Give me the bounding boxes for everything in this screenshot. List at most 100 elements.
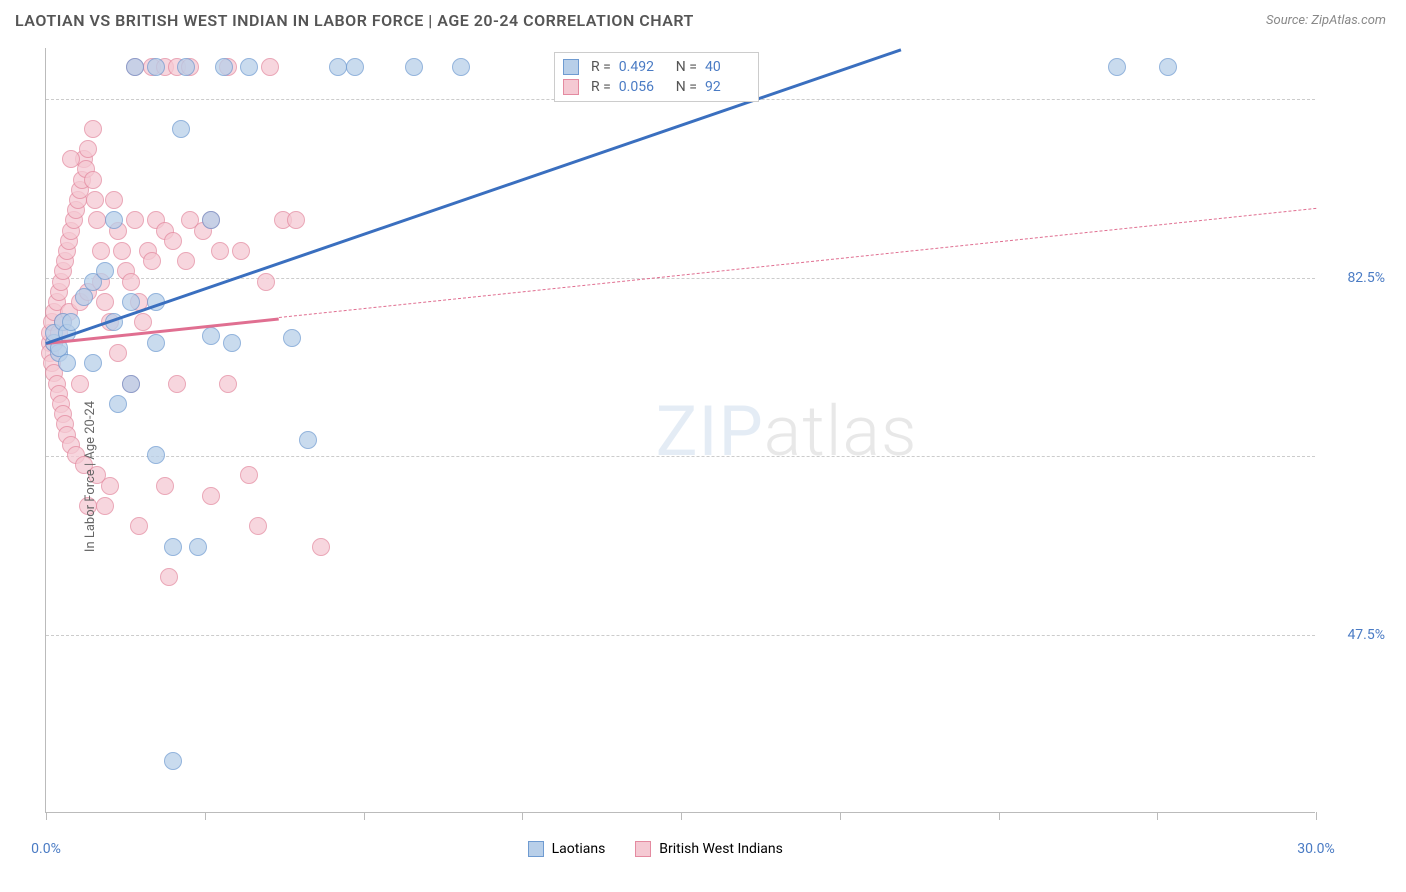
stat-n-value: 40: [705, 59, 750, 75]
chart-plot-area: 47.5%82.5%0.0%30.0%ZIPatlasR =0.492N =40…: [45, 48, 1315, 813]
scatter-point: [101, 477, 119, 495]
scatter-point: [219, 375, 237, 393]
scatter-point: [84, 171, 102, 189]
scatter-point: [257, 273, 275, 291]
x-tick: [1316, 812, 1317, 820]
x-tick: [1157, 812, 1158, 820]
stats-row: R = 0.492 N = 40: [563, 57, 750, 77]
x-tick-label: 30.0%: [1297, 841, 1335, 857]
scatter-point: [84, 354, 102, 372]
x-tick: [681, 812, 682, 820]
scatter-point: [58, 354, 76, 372]
scatter-point: [71, 375, 89, 393]
y-tick-label: 82.5%: [1325, 270, 1385, 286]
stat-n-value: 92: [705, 79, 750, 95]
stat-n-label: N =: [676, 79, 697, 95]
scatter-point: [164, 752, 182, 770]
scatter-point: [164, 232, 182, 250]
scatter-point: [122, 273, 140, 291]
scatter-point: [84, 120, 102, 138]
x-tick: [46, 812, 47, 820]
y-tick-label: 47.5%: [1325, 627, 1385, 643]
scatter-point: [164, 538, 182, 556]
legend-swatch-b: [635, 841, 651, 857]
scatter-point: [299, 431, 317, 449]
stats-swatch: [563, 59, 579, 75]
scatter-point: [249, 517, 267, 535]
scatter-point: [1108, 58, 1126, 76]
x-tick: [999, 812, 1000, 820]
scatter-point: [156, 477, 174, 495]
scatter-point: [202, 211, 220, 229]
legend-bottom: Laotians British West Indians: [528, 841, 783, 857]
scatter-point: [96, 262, 114, 280]
scatter-point: [122, 293, 140, 311]
stat-r-label: R =: [591, 59, 611, 75]
scatter-point: [147, 446, 165, 464]
scatter-point: [62, 150, 80, 168]
header-bar: LAOTIAN VS BRITISH WEST INDIAN IN LABOR …: [0, 0, 1406, 40]
scatter-point: [130, 517, 148, 535]
stats-box: R = 0.492 N = 40 R = 0.056 N = 92: [554, 52, 759, 102]
x-tick: [364, 812, 365, 820]
chart-title: LAOTIAN VS BRITISH WEST INDIAN IN LABOR …: [15, 11, 694, 30]
scatter-point: [168, 375, 186, 393]
scatter-point: [215, 58, 233, 76]
scatter-point: [1159, 58, 1177, 76]
scatter-point: [240, 58, 258, 76]
scatter-point: [75, 288, 93, 306]
trend-line: [46, 48, 902, 345]
source-label: Source: ZipAtlas.com: [1266, 13, 1386, 28]
scatter-point: [160, 568, 178, 586]
scatter-point: [96, 293, 114, 311]
stat-r-value: 0.492: [619, 59, 664, 75]
watermark: ZIPatlas: [656, 391, 918, 473]
scatter-point: [105, 191, 123, 209]
scatter-point: [79, 140, 97, 158]
scatter-point: [283, 329, 301, 347]
scatter-point: [92, 242, 110, 260]
scatter-point: [88, 211, 106, 229]
stat-r-value: 0.056: [619, 79, 664, 95]
gridline: [46, 635, 1315, 636]
scatter-point: [202, 487, 220, 505]
scatter-point: [105, 211, 123, 229]
scatter-point: [261, 58, 279, 76]
scatter-point: [62, 313, 80, 331]
y-axis-label: In Labor Force | Age 20-24: [83, 401, 98, 552]
gridline: [46, 456, 1315, 457]
scatter-point: [232, 242, 250, 260]
x-tick-label: 0.0%: [31, 841, 61, 857]
trend-line: [279, 208, 1316, 318]
scatter-point: [346, 58, 364, 76]
scatter-point: [202, 327, 220, 345]
legend-label-b: British West Indians: [659, 841, 783, 857]
scatter-point: [312, 538, 330, 556]
scatter-point: [452, 58, 470, 76]
stat-n-label: N =: [676, 59, 697, 75]
scatter-point: [189, 538, 207, 556]
scatter-point: [211, 242, 229, 260]
scatter-point: [109, 395, 127, 413]
scatter-point: [177, 252, 195, 270]
legend-item-bwi: British West Indians: [635, 841, 783, 857]
scatter-point: [126, 58, 144, 76]
stats-row: R = 0.056 N = 92: [563, 77, 750, 97]
scatter-point: [287, 211, 305, 229]
legend-item-laotians: Laotians: [528, 841, 606, 857]
stat-r-label: R =: [591, 79, 611, 95]
scatter-point: [405, 58, 423, 76]
scatter-point: [134, 313, 152, 331]
scatter-point: [122, 375, 140, 393]
scatter-point: [113, 242, 131, 260]
scatter-point: [147, 334, 165, 352]
stats-swatch: [563, 79, 579, 95]
scatter-point: [329, 58, 347, 76]
legend-label-a: Laotians: [552, 841, 606, 857]
scatter-point: [172, 120, 190, 138]
x-tick: [522, 812, 523, 820]
x-tick: [205, 812, 206, 820]
scatter-point: [223, 334, 241, 352]
scatter-point: [147, 58, 165, 76]
scatter-point: [177, 58, 195, 76]
